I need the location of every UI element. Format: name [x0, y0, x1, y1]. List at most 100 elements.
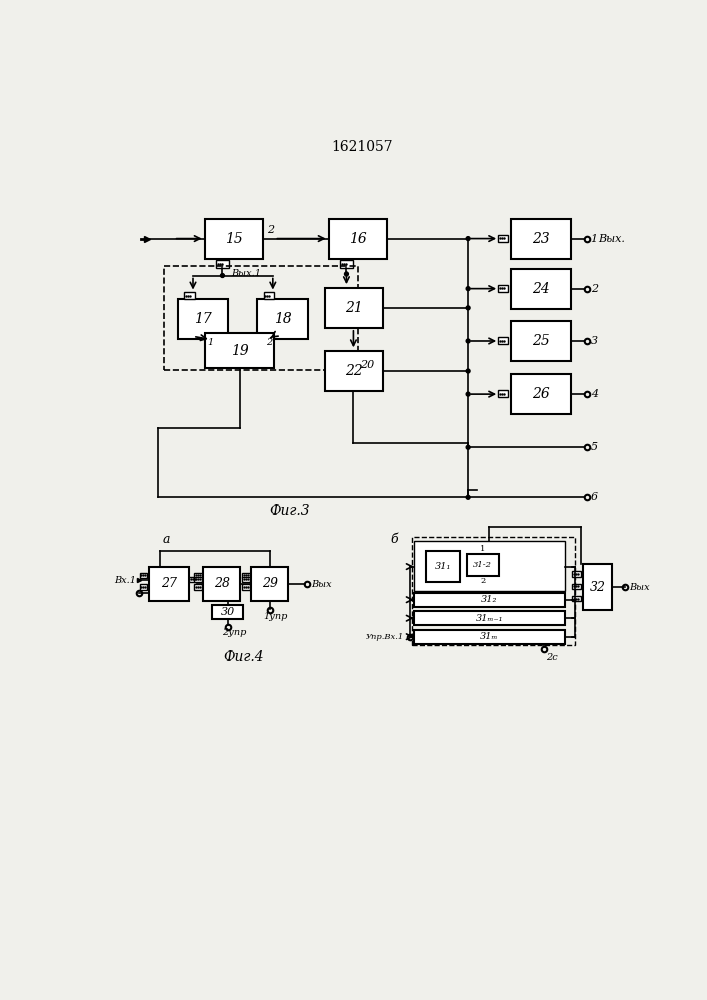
Bar — [264, 292, 274, 299]
Text: а: а — [162, 533, 170, 546]
Text: 1: 1 — [207, 338, 214, 347]
Text: 4: 4 — [590, 389, 597, 399]
Text: 5: 5 — [590, 442, 597, 452]
Circle shape — [466, 495, 470, 499]
Bar — [340, 260, 353, 268]
Bar — [510, 269, 571, 309]
Bar — [216, 260, 228, 268]
Bar — [189, 577, 197, 582]
Text: 2упр: 2упр — [222, 628, 246, 637]
Text: 31-2: 31-2 — [474, 561, 492, 569]
Bar — [572, 596, 580, 601]
Text: 2: 2 — [590, 284, 597, 294]
Text: 31₁: 31₁ — [435, 562, 451, 571]
Bar — [184, 292, 194, 299]
Bar — [572, 571, 580, 577]
Text: 32: 32 — [590, 581, 606, 594]
Text: б: б — [391, 533, 398, 546]
Bar — [498, 285, 508, 292]
Text: Упр.Вх.1: Упр.Вх.1 — [366, 633, 404, 641]
Bar — [498, 390, 508, 397]
Circle shape — [466, 306, 470, 310]
Bar — [149, 567, 189, 601]
Text: 28: 28 — [214, 577, 230, 590]
Text: 6: 6 — [590, 492, 597, 502]
Bar — [467, 554, 499, 576]
Text: Вых.: Вых. — [598, 234, 625, 244]
Bar — [164, 266, 358, 370]
Text: Вх.1: Вх.1 — [115, 576, 136, 585]
Bar — [414, 593, 565, 607]
Text: 23: 23 — [532, 232, 550, 246]
Text: 19: 19 — [230, 344, 248, 358]
Bar — [325, 288, 383, 328]
Text: 2с: 2с — [546, 653, 557, 662]
Bar — [194, 584, 201, 590]
Text: 31ₘ₋₁: 31ₘ₋₁ — [476, 614, 503, 623]
Circle shape — [466, 287, 470, 291]
Bar — [251, 567, 288, 601]
Bar — [498, 337, 508, 344]
Bar — [242, 573, 250, 578]
Bar — [257, 299, 308, 339]
Text: 25: 25 — [532, 334, 550, 348]
Circle shape — [466, 237, 470, 241]
Text: 15: 15 — [225, 232, 243, 246]
Bar — [510, 219, 571, 259]
Text: 2: 2 — [267, 225, 274, 235]
Bar — [414, 541, 565, 591]
Text: 31ₘ: 31ₘ — [480, 632, 498, 641]
Text: 1: 1 — [590, 234, 597, 244]
Circle shape — [466, 392, 470, 396]
Circle shape — [466, 445, 470, 449]
Bar — [194, 573, 201, 578]
Text: Вых: Вых — [311, 580, 332, 589]
Bar — [242, 577, 250, 582]
Text: 27: 27 — [161, 577, 177, 590]
Bar — [498, 235, 508, 242]
Circle shape — [466, 339, 470, 343]
Text: 29: 29 — [262, 577, 278, 590]
Bar — [204, 219, 263, 259]
Bar — [329, 219, 387, 259]
Text: 24: 24 — [532, 282, 550, 296]
Bar — [414, 630, 565, 644]
Text: 2: 2 — [480, 577, 486, 585]
Bar — [510, 321, 571, 361]
Text: 20: 20 — [360, 360, 374, 370]
Text: 17: 17 — [194, 312, 211, 326]
Text: 18: 18 — [274, 312, 291, 326]
Bar — [426, 551, 460, 582]
Text: 30: 30 — [221, 607, 235, 617]
Bar — [412, 537, 575, 645]
Text: 2: 2 — [266, 338, 272, 347]
Circle shape — [466, 369, 470, 373]
Bar — [203, 567, 240, 601]
Text: 1упр: 1упр — [264, 612, 288, 621]
Text: 16: 16 — [349, 232, 366, 246]
Text: 1: 1 — [480, 545, 486, 553]
Text: Фиг.4: Фиг.4 — [223, 650, 264, 664]
Circle shape — [221, 274, 224, 277]
Bar — [325, 351, 383, 391]
Bar — [242, 584, 250, 590]
Bar — [583, 564, 612, 610]
Bar — [212, 605, 243, 619]
Bar — [510, 374, 571, 414]
Text: 22: 22 — [345, 364, 363, 378]
Bar — [204, 333, 274, 368]
Text: 3: 3 — [590, 336, 597, 346]
Bar — [139, 573, 147, 578]
Text: 1621057: 1621057 — [331, 140, 393, 154]
Text: Вых: Вых — [629, 583, 650, 592]
Bar — [139, 584, 147, 590]
Bar — [414, 611, 565, 625]
Text: 21: 21 — [345, 301, 363, 315]
Text: 31₂: 31₂ — [481, 595, 498, 604]
Text: Вых.1: Вых.1 — [231, 269, 261, 278]
Text: 26: 26 — [532, 387, 550, 401]
Bar — [572, 584, 580, 589]
Circle shape — [344, 272, 349, 276]
Bar — [194, 577, 201, 582]
Text: Фиг.3: Фиг.3 — [269, 504, 310, 518]
